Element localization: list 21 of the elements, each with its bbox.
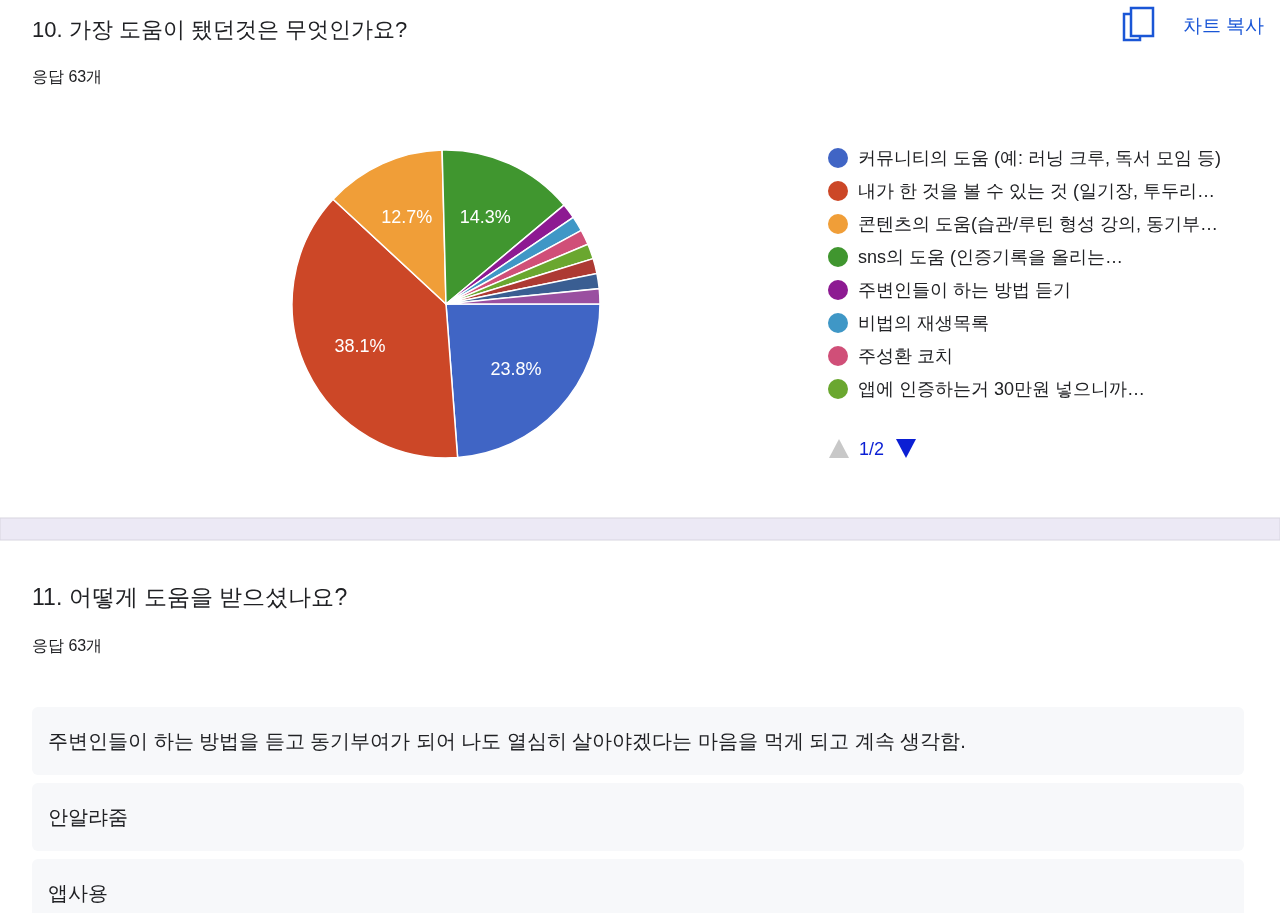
- data-label: 23.8%: [490, 359, 542, 380]
- text: 응답 63개: [32, 68, 103, 85]
- text: 차트 복사: [1182, 15, 1264, 36]
- text: 응답 63개: [32, 637, 103, 654]
- text: 안알랴줌: [48, 806, 128, 828]
- legend-label: sns의 도움 (인증기록을 올리는…: [858, 247, 1124, 268]
- data-label: 14.3%: [459, 207, 511, 228]
- legend-label: 앱에 인증하는거 30만원 넣으니까…: [858, 379, 1146, 400]
- legend-label: 주변인들이 하는 방법 듣기: [858, 280, 1072, 301]
- text: 11. 어떻게 도움을 받으셨나요?: [32, 584, 348, 610]
- data-label: 12.7%: [381, 207, 433, 228]
- legend-label: 주성환 코치: [858, 346, 954, 367]
- legend-label: 커뮤니티의 도움 (예: 러닝 크루, 독서 모임 등): [858, 148, 1221, 169]
- legend-label: 내가 한 것을 볼 수 있는 것 (일기장, 투두리…: [858, 181, 1216, 202]
- legend-label: 콘텐츠의 도움(습관/루틴 형성 강의, 동기부…: [858, 214, 1218, 235]
- legend-label: 비법의 재생목록: [858, 313, 990, 334]
- chart-title: 10. 가장 도움이 됐던것은 무엇인가요?: [32, 17, 408, 42]
- text: 주변인들이 하는 방법을 듣고 동기부여가 되어 나도 열심히 살아야겠다는 마음을 먹게 되고 계속 생각함.: [48, 730, 966, 752]
- data-label: 38.1%: [334, 335, 386, 356]
- text: 1/2: [859, 439, 885, 460]
- text: 앱사용: [48, 882, 108, 904]
